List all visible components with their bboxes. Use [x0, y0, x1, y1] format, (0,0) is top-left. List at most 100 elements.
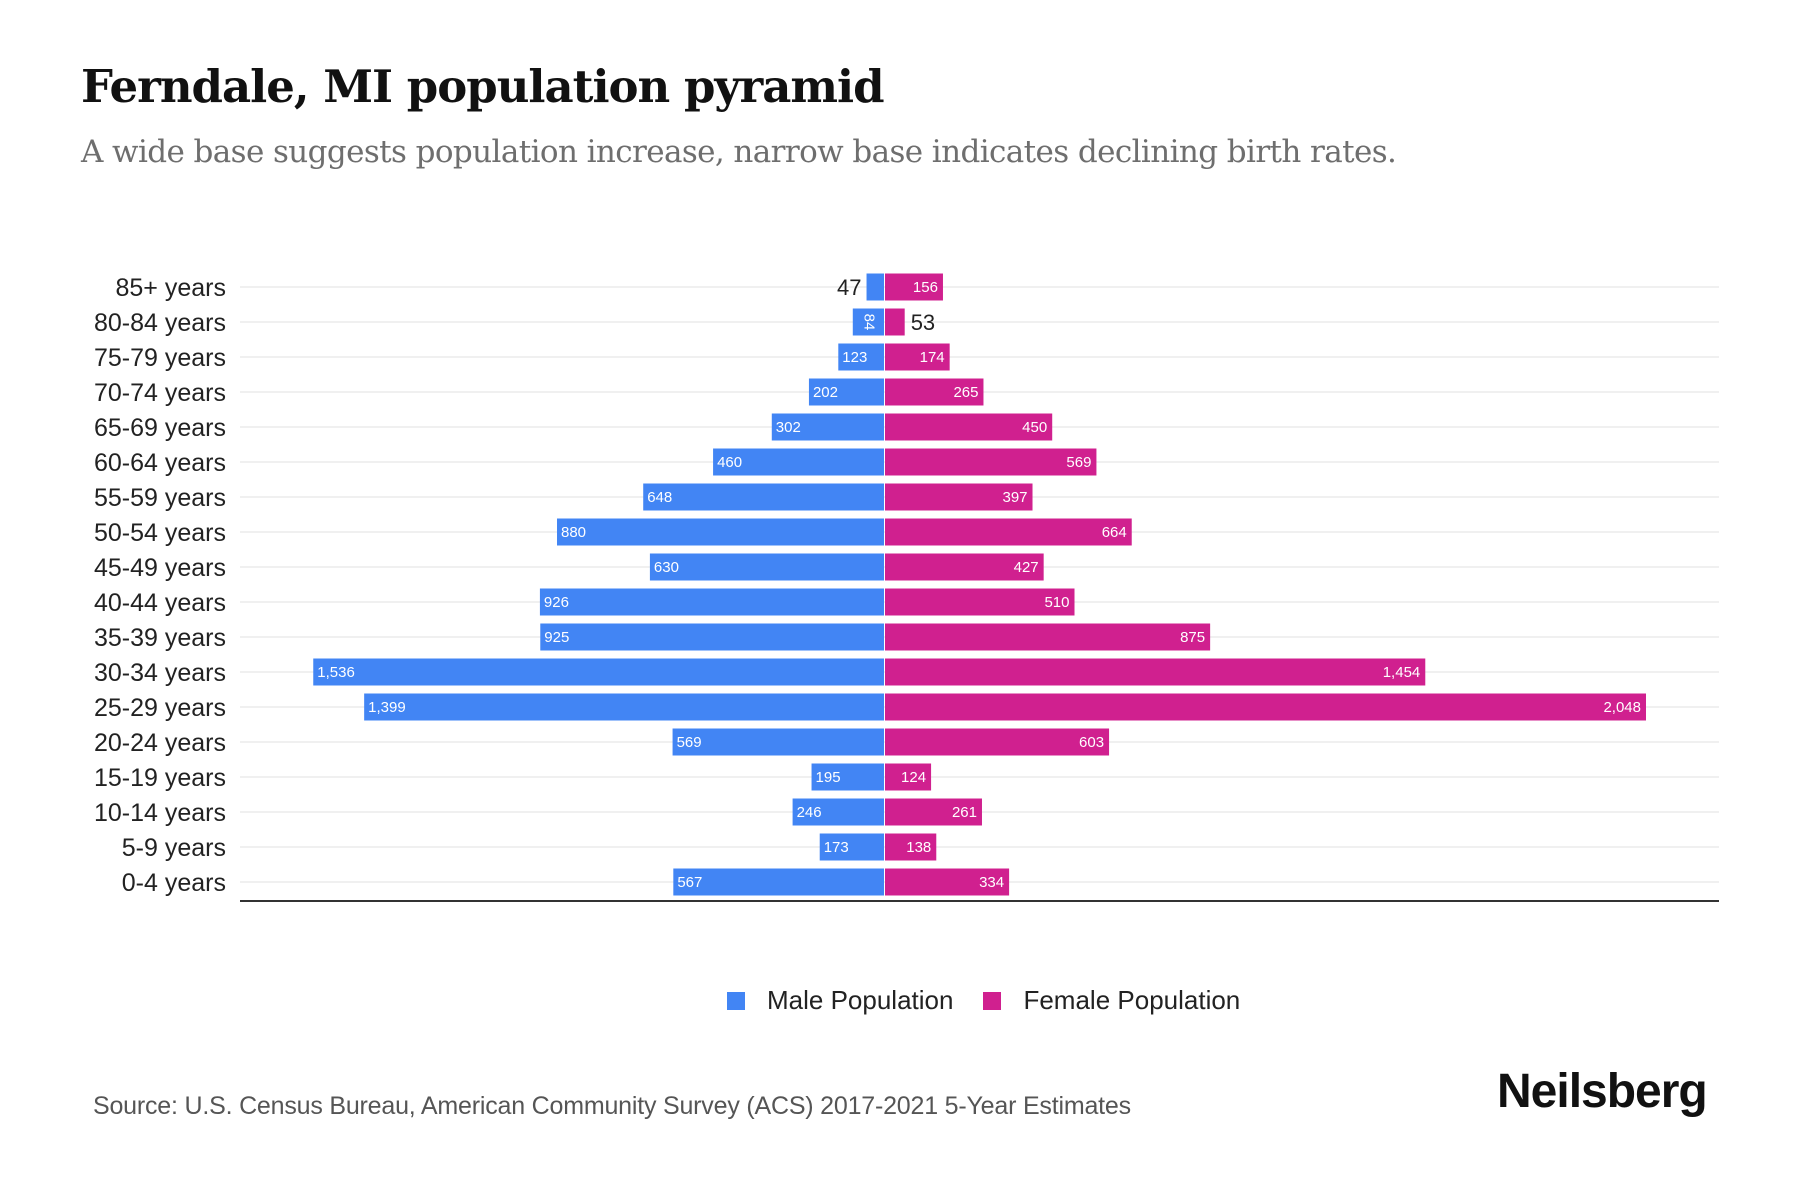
- data-label-male: 47: [837, 275, 861, 300]
- category-label: 70-74 years: [94, 379, 226, 407]
- bar-male[interactable]: [313, 658, 884, 686]
- data-label-male: 648: [647, 489, 672, 506]
- data-label-female: 124: [901, 769, 926, 786]
- bar-female[interactable]: [885, 833, 937, 861]
- legend-swatch-male: [727, 991, 745, 1010]
- bar-male[interactable]: [539, 588, 884, 616]
- data-label-male: 302: [776, 419, 801, 436]
- data-label-male: 202: [813, 384, 838, 401]
- data-label-male: 1,399: [368, 699, 406, 716]
- bar-female[interactable]: [885, 658, 1426, 686]
- bar-male[interactable]: [713, 448, 884, 476]
- data-label-male: 925: [544, 629, 569, 646]
- bar-female[interactable]: [885, 798, 982, 826]
- legend-swatch-female: [983, 991, 1002, 1010]
- data-label-male: 569: [677, 734, 702, 751]
- bar-female[interactable]: [885, 693, 1646, 721]
- category-label: 15-19 years: [94, 764, 226, 792]
- data-label-male: 246: [797, 804, 822, 821]
- bar-female[interactable]: [885, 553, 1044, 581]
- bar-female[interactable]: [885, 413, 1053, 441]
- category-label: 75-79 years: [94, 344, 226, 372]
- data-label-female: 53: [911, 310, 935, 335]
- bar-male[interactable]: [808, 378, 884, 406]
- category-label: 40-44 years: [94, 589, 226, 617]
- data-label-male: 630: [654, 559, 679, 576]
- bar-male[interactable]: [673, 868, 884, 896]
- data-label-female: 450: [1022, 419, 1047, 436]
- legend-label-female: Female Population: [1023, 985, 1241, 1015]
- data-label-male: 123: [842, 349, 867, 366]
- bar-male[interactable]: [852, 308, 884, 336]
- data-label-female: 334: [979, 874, 1004, 891]
- bar-female[interactable]: [885, 518, 1132, 546]
- category-label: 80-84 years: [94, 309, 226, 337]
- source-note: Source: U.S. Census Bureau, American Com…: [93, 1092, 1131, 1120]
- data-label-female: 664: [1102, 524, 1127, 541]
- bar-male[interactable]: [866, 273, 884, 301]
- bar-male[interactable]: [771, 413, 884, 441]
- category-label: 45-49 years: [94, 554, 226, 582]
- category-label: 35-39 years: [94, 624, 226, 652]
- chart-legend: Male Population Female Population: [727, 985, 1270, 1016]
- bar-female[interactable]: [885, 273, 943, 301]
- bar-female[interactable]: [885, 448, 1097, 476]
- data-label-female: 510: [1044, 594, 1069, 611]
- bar-female[interactable]: [885, 483, 1033, 511]
- data-label-male: 460: [717, 454, 742, 471]
- legend-item-female[interactable]: Female Population: [983, 985, 1240, 1016]
- category-label: 60-64 years: [94, 449, 226, 477]
- data-label-female: 261: [952, 804, 977, 821]
- bar-female[interactable]: [885, 308, 905, 336]
- data-label-male: 84: [860, 314, 877, 331]
- data-label-female: 427: [1014, 559, 1039, 576]
- bar-male[interactable]: [540, 623, 884, 651]
- data-label-male: 195: [816, 769, 841, 786]
- category-label: 65-69 years: [94, 414, 226, 442]
- chart-subtitle: A wide base suggests population increase…: [81, 134, 1397, 170]
- chart-title: Ferndale, MI population pyramid: [81, 60, 885, 113]
- data-label-female: 2,048: [1603, 699, 1641, 716]
- bar-male[interactable]: [557, 518, 884, 546]
- bar-female[interactable]: [885, 378, 984, 406]
- bar-female[interactable]: [885, 623, 1211, 651]
- data-label-female: 397: [1002, 489, 1027, 506]
- data-label-female: 875: [1180, 629, 1205, 646]
- bar-male[interactable]: [364, 693, 884, 721]
- data-label-female: 569: [1066, 454, 1091, 471]
- category-label: 85+ years: [116, 274, 227, 302]
- brand-logo: Neilsberg: [1497, 1065, 1708, 1118]
- bar-female[interactable]: [885, 868, 1010, 896]
- data-label-female: 1,454: [1383, 664, 1421, 681]
- bar-male[interactable]: [672, 728, 884, 756]
- data-label-female: 138: [906, 839, 931, 856]
- category-label: 20-24 years: [94, 729, 226, 757]
- legend-label-male: Male Population: [767, 985, 954, 1015]
- data-label-male: 567: [677, 874, 702, 891]
- data-label-female: 174: [920, 349, 945, 366]
- bar-male[interactable]: [811, 763, 884, 791]
- bar-female[interactable]: [885, 728, 1110, 756]
- data-label-female: 265: [953, 384, 978, 401]
- data-label-male: 1,536: [317, 664, 355, 681]
- category-label: 30-34 years: [94, 659, 226, 687]
- bar-male[interactable]: [792, 798, 884, 826]
- legend-item-male[interactable]: Male Population: [727, 985, 953, 1016]
- category-label: 55-59 years: [94, 484, 226, 512]
- category-label: 5-9 years: [122, 834, 226, 862]
- bar-male[interactable]: [643, 483, 884, 511]
- category-label: 0-4 years: [122, 869, 226, 897]
- data-label-male: 173: [824, 839, 849, 856]
- bar-female[interactable]: [885, 763, 932, 791]
- data-label-male: 880: [561, 524, 586, 541]
- bar-female[interactable]: [885, 343, 950, 371]
- data-label-female: 603: [1079, 734, 1104, 751]
- category-label: 50-54 years: [94, 519, 226, 547]
- data-label-female: 156: [913, 279, 938, 296]
- data-label-male: 926: [544, 594, 569, 611]
- bar-male[interactable]: [819, 833, 884, 861]
- category-label: 25-29 years: [94, 694, 226, 722]
- bar-female[interactable]: [885, 588, 1075, 616]
- bar-male[interactable]: [838, 343, 884, 371]
- bar-male[interactable]: [649, 553, 884, 581]
